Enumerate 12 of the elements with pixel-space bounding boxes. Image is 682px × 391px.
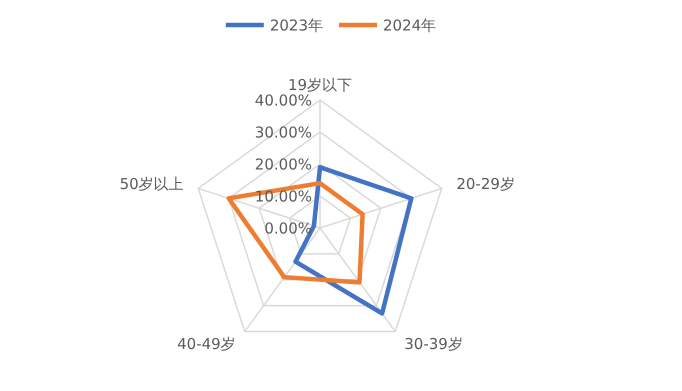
y-tick-label: 20.00%: [254, 155, 312, 174]
legend-label: 2023年: [270, 16, 323, 34]
y-tick-label: 10.00%: [254, 187, 312, 206]
y-tick-label: 30.00%: [254, 123, 312, 142]
spoke-label: 50岁以上: [120, 174, 184, 193]
spoke-label: 40-49岁: [177, 335, 236, 354]
spoke-label: 20-29岁: [456, 174, 515, 193]
y-tick-label: 0.00%: [264, 219, 312, 238]
y-tick-label: 40.00%: [254, 91, 312, 110]
legend-label: 2024年: [383, 16, 436, 34]
spoke-label: 19岁以下: [288, 76, 352, 94]
spoke-label: 30-39岁: [404, 335, 463, 354]
